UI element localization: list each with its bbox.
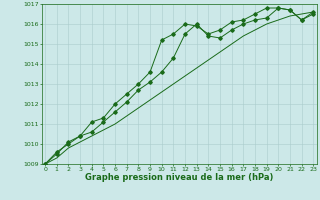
X-axis label: Graphe pression niveau de la mer (hPa): Graphe pression niveau de la mer (hPa) — [85, 173, 273, 182]
